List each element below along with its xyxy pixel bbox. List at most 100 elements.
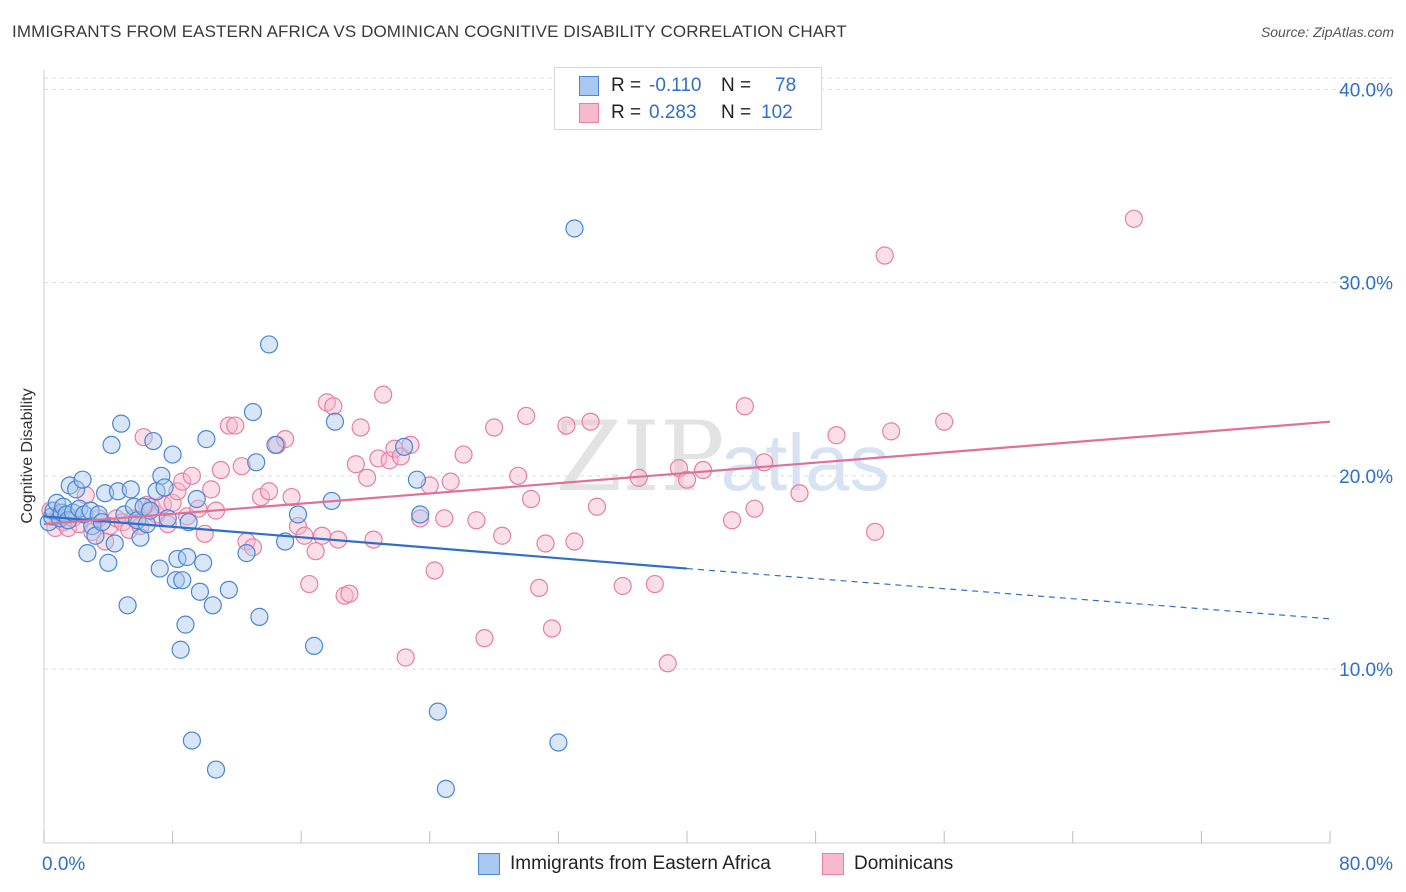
eastern-africa-point (288, 505, 308, 524)
n-label: N = (721, 102, 752, 123)
series-legend-dominicans: Dominicans (822, 852, 953, 876)
tick-labels: 10.0% 20.0% 30.0% 40.0% 0.0% 80.0% (42, 80, 1393, 875)
dominicans-point (536, 534, 555, 553)
dominicans-point (509, 466, 528, 485)
dominicans-point (411, 509, 430, 528)
n-value: 78 (775, 75, 797, 96)
eastern-africa-point (176, 615, 195, 634)
eastern-africa-point (197, 430, 216, 449)
eastern-africa-point (250, 607, 269, 626)
dominicans-point (282, 487, 301, 507)
eastern-africa-point (70, 499, 89, 518)
dominicans-point (677, 470, 697, 489)
n-value: 102 (761, 102, 793, 123)
eastern-africa-trend-extension (686, 567, 1331, 620)
eastern-africa-trend-line (43, 515, 688, 570)
dominicans-point (369, 449, 388, 468)
dominicans-point (790, 484, 809, 503)
dominicans-point (219, 416, 238, 435)
eastern-africa-point (150, 559, 169, 578)
dominicans-point (475, 629, 494, 648)
eastern-africa-point (428, 702, 447, 721)
dominicans-point (351, 418, 370, 437)
eastern-africa-point (177, 547, 197, 567)
eastern-africa-point (565, 219, 584, 238)
n-label: N = (721, 75, 752, 96)
legend-row-eastern-africa: R = -0.110 N = 78 (579, 74, 796, 98)
eastern-africa-point (102, 435, 121, 455)
x-tick-label: 80.0% (1339, 854, 1393, 875)
series-name: Immigrants from Eastern Africa (510, 853, 771, 874)
eastern-africa-point (436, 779, 455, 798)
dominicans-point (276, 430, 295, 449)
eastern-africa-point (152, 466, 171, 485)
dominicans-point (875, 246, 894, 265)
eastern-africa-point (73, 470, 92, 489)
eastern-africa-point (171, 640, 190, 659)
eastern-africa-point (166, 571, 185, 590)
chart-title: IMMIGRANTS FROM EASTERN AFRICA VS DOMINI… (12, 22, 847, 41)
dominicans-point (435, 509, 454, 528)
r-label: R = (611, 102, 642, 123)
dominicans-point (521, 489, 541, 509)
dominicans-point (658, 654, 677, 673)
dominicans-point (173, 472, 192, 491)
dominicans-point (226, 416, 245, 435)
dominicans-point (587, 497, 607, 516)
source-credit: Source: ZipAtlas.com (1260, 24, 1394, 40)
eastern-africa-point (182, 731, 201, 750)
dominicans-point (735, 397, 754, 416)
eastern-africa-point (407, 470, 427, 489)
eastern-africa-point (411, 505, 430, 524)
dominicans-point (306, 542, 325, 561)
dominicans-point (467, 511, 486, 530)
blue-swatch (478, 853, 500, 875)
dominicans-points (41, 209, 1143, 673)
trend-lines (43, 420, 1331, 620)
x-tick-label: 0.0% (42, 854, 85, 875)
axes (43, 70, 1331, 844)
eastern-africa-point (83, 516, 102, 536)
dominicans-point (441, 472, 460, 491)
dominicans-point (454, 445, 473, 464)
eastern-africa-point (259, 335, 279, 354)
eastern-africa-point (206, 760, 226, 779)
eastern-africa-point (163, 445, 182, 464)
eastern-africa-point (158, 509, 177, 528)
dominicans-point (340, 584, 359, 603)
legend-row-dominicans: R = 0.283 N = 102 (579, 101, 793, 125)
eastern-africa-point (99, 553, 118, 572)
dominicans-point (722, 511, 742, 530)
dominicans-point (425, 561, 444, 580)
eastern-africa-points (39, 219, 584, 798)
eastern-africa-point (394, 437, 414, 456)
dominicans-point (581, 412, 600, 431)
dominicans-point (530, 578, 549, 598)
dominicans-point (134, 428, 153, 447)
dominicans-point (182, 466, 201, 485)
correlation-legend: R = -0.110 N = 78 R = 0.283 N = 102 (554, 67, 822, 130)
dominicans-point (211, 460, 230, 480)
dominicans-point (358, 468, 377, 487)
dominicans-point (645, 574, 664, 594)
dominicans-point (380, 451, 399, 470)
y-tick-label: 40.0% (1339, 80, 1393, 101)
dominicans-point (195, 524, 214, 543)
eastern-africa-point (78, 544, 97, 563)
eastern-africa-point (237, 544, 256, 563)
eastern-africa-point (549, 733, 568, 752)
dominicans-point (745, 499, 764, 518)
r-value: 0.283 (649, 102, 697, 123)
eastern-africa-point (144, 431, 163, 451)
dominicans-point (565, 532, 584, 551)
eastern-africa-point (155, 478, 174, 497)
eastern-africa-point (194, 553, 213, 572)
gridlines (44, 77, 1392, 670)
eastern-africa-point (173, 571, 192, 590)
dominicans-point (542, 619, 562, 638)
dominicans-point (324, 397, 343, 416)
dominicans-trend-line (43, 420, 1331, 526)
dominicans-point (882, 422, 901, 441)
eastern-africa-point (266, 435, 285, 455)
